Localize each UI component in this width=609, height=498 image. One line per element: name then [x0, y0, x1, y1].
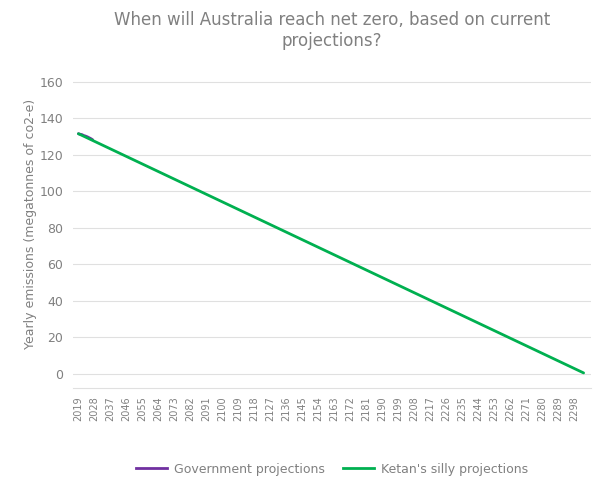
- Government projections: [82, 133, 89, 139]
- Ketan's silly projections: [580, 370, 587, 376]
- Ketan's silly projections: [297, 236, 304, 242]
- Government projections: [75, 130, 82, 136]
- Government projections: [79, 131, 86, 137]
- Government projections: [85, 135, 93, 141]
- Ketan's silly projections: [469, 317, 476, 323]
- Government projections: [89, 137, 96, 143]
- Title: When will Australia reach net zero, based on current
projections?: When will Australia reach net zero, base…: [114, 11, 550, 50]
- Government projections: [77, 131, 84, 137]
- Line: Government projections: Government projections: [79, 133, 93, 140]
- Legend: Government projections, Ketan's silly projections: Government projections, Ketan's silly pr…: [131, 458, 533, 481]
- Ketan's silly projections: [421, 295, 429, 301]
- Y-axis label: Yearly emissions (megatonnes of co2-e): Yearly emissions (megatonnes of co2-e): [24, 99, 37, 349]
- Ketan's silly projections: [478, 322, 485, 328]
- Ketan's silly projections: [126, 155, 133, 161]
- Line: Ketan's silly projections: Ketan's silly projections: [79, 133, 583, 373]
- Government projections: [83, 134, 91, 140]
- Ketan's silly projections: [75, 130, 82, 136]
- Government projections: [87, 135, 94, 141]
- Ketan's silly projections: [279, 228, 286, 234]
- Government projections: [80, 132, 88, 138]
